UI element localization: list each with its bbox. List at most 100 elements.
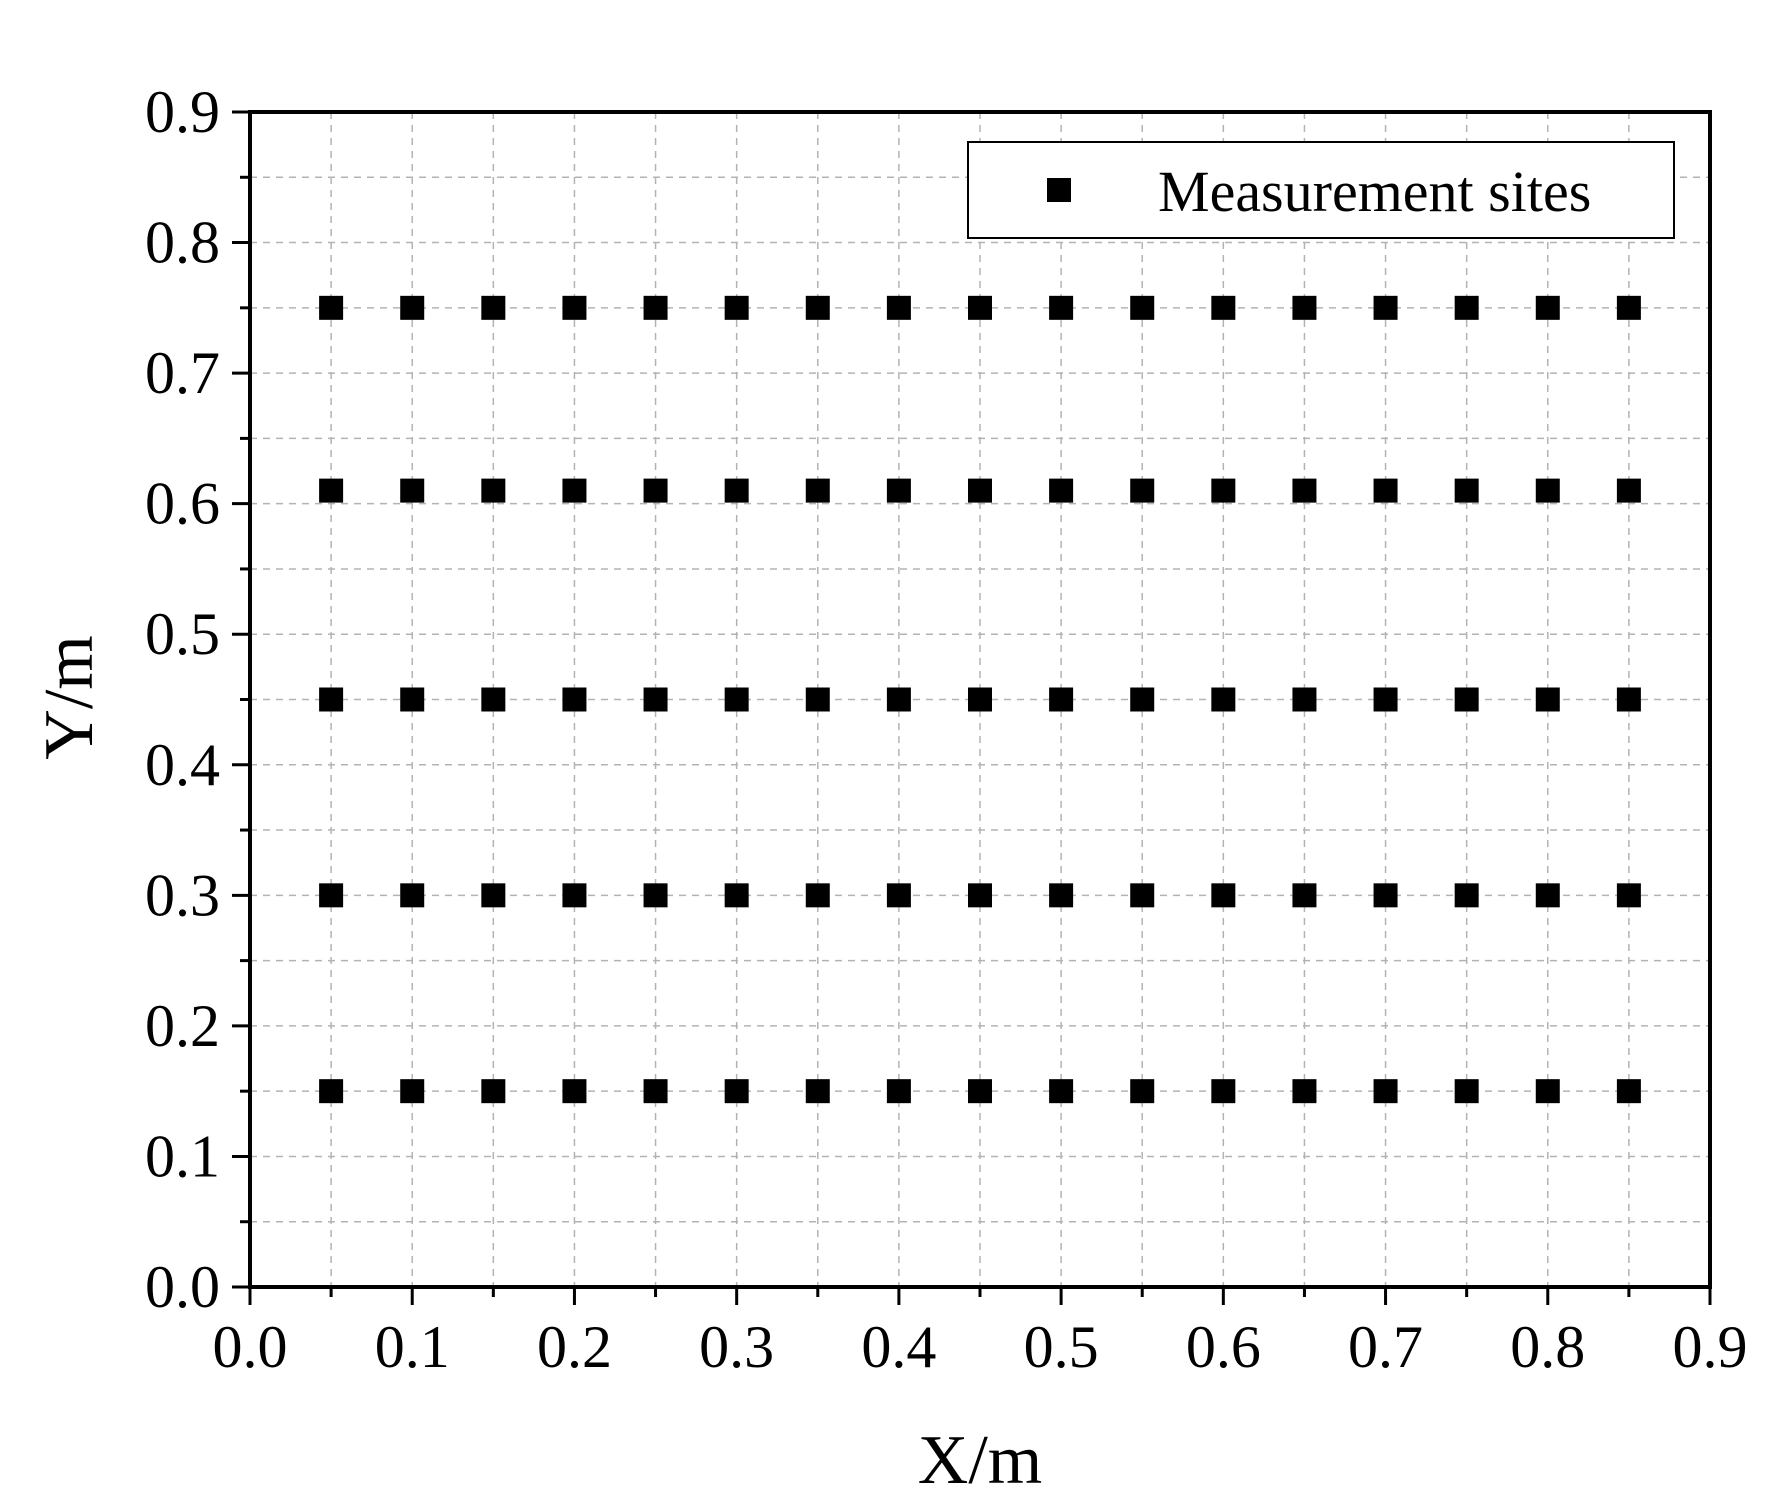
data-point xyxy=(562,883,587,908)
tick-marks xyxy=(232,110,1712,1305)
y-tick-label: 0.5 xyxy=(145,601,220,667)
data-point xyxy=(1616,295,1641,320)
data-point xyxy=(481,295,506,320)
data-point xyxy=(1292,478,1317,503)
data-point xyxy=(400,295,425,320)
data-point xyxy=(643,295,668,320)
legend-label: Measurement sites xyxy=(1158,159,1591,224)
data-point xyxy=(1049,478,1074,503)
y-tick-label: 0.7 xyxy=(145,340,220,406)
data-point xyxy=(319,883,344,908)
data-point xyxy=(481,1079,506,1104)
legend: Measurement sites xyxy=(967,141,1675,239)
data-point xyxy=(1454,1079,1479,1104)
data-point xyxy=(1454,478,1479,503)
data-point xyxy=(1616,478,1641,503)
data-point xyxy=(481,687,506,712)
y-axis-title: Y/m xyxy=(31,635,108,759)
data-point xyxy=(1454,687,1479,712)
legend-marker-square xyxy=(1047,178,1071,202)
data-point xyxy=(724,1079,749,1104)
data-point xyxy=(886,1079,911,1104)
data-point xyxy=(319,295,344,320)
data-point xyxy=(1373,883,1398,908)
data-point xyxy=(1049,883,1074,908)
data-point xyxy=(805,687,830,712)
data-point xyxy=(643,478,668,503)
x-tick-label: 0.9 xyxy=(1673,1314,1748,1380)
data-point xyxy=(1130,478,1155,503)
data-point xyxy=(1130,687,1155,712)
y-tick-label: 0.8 xyxy=(145,210,220,276)
legend-box xyxy=(967,141,1675,239)
data-point xyxy=(1373,687,1398,712)
x-tick-label: 0.5 xyxy=(1024,1314,1099,1380)
data-point xyxy=(1292,1079,1317,1104)
data-point xyxy=(1454,295,1479,320)
y-tick-label: 0.1 xyxy=(145,1123,220,1189)
data-point xyxy=(319,687,344,712)
data-point xyxy=(643,687,668,712)
data-point xyxy=(724,687,749,712)
y-tick-label: 0.9 xyxy=(145,79,220,145)
y-tick-label: 0.3 xyxy=(145,862,220,928)
data-point xyxy=(1211,1079,1236,1104)
data-point xyxy=(968,687,992,712)
data-point xyxy=(481,478,506,503)
data-point xyxy=(1535,295,1560,320)
data-point xyxy=(562,478,587,503)
x-tick-label: 0.4 xyxy=(861,1314,936,1380)
data-point xyxy=(400,478,425,503)
data-point xyxy=(1535,1079,1560,1104)
data-point xyxy=(724,295,749,320)
data-point xyxy=(643,1079,668,1104)
data-point xyxy=(886,295,911,320)
data-point xyxy=(1130,1079,1155,1104)
data-point xyxy=(562,687,587,712)
data-point xyxy=(886,883,911,908)
x-tick-label: 0.3 xyxy=(699,1314,774,1380)
data-point xyxy=(1535,883,1560,908)
data-point xyxy=(1535,687,1560,712)
data-point xyxy=(1373,1079,1398,1104)
x-tick-label: 0.0 xyxy=(213,1314,288,1380)
data-point xyxy=(1616,883,1641,908)
data-point xyxy=(643,883,668,908)
data-point xyxy=(1130,883,1155,908)
data-point xyxy=(1211,478,1236,503)
data-point xyxy=(724,883,749,908)
x-tick-label: 0.7 xyxy=(1348,1314,1423,1380)
data-point xyxy=(805,1079,830,1104)
y-tick-labels: 0.0 0.1 0.2 0.3 0.4 0.5 0.6 0.7 0.8 0.9 xyxy=(145,79,220,1320)
data-point xyxy=(1049,295,1074,320)
data-point xyxy=(805,883,830,908)
x-tick-labels: 0.0 0.1 0.2 0.3 0.4 0.5 0.6 0.7 0.8 0.9 xyxy=(213,1314,1748,1380)
data-point xyxy=(1130,295,1155,320)
data-point xyxy=(562,295,587,320)
data-point xyxy=(1454,883,1479,908)
x-tick-label: 0.8 xyxy=(1510,1314,1585,1380)
y-tick-label: 0.2 xyxy=(145,993,220,1059)
data-point xyxy=(886,687,911,712)
y-tick-label: 0.6 xyxy=(145,471,220,537)
data-points xyxy=(319,295,1641,1104)
x-tick-label: 0.6 xyxy=(1186,1314,1261,1380)
data-point xyxy=(1211,687,1236,712)
data-point xyxy=(481,883,506,908)
data-point xyxy=(724,478,749,503)
x-tick-label: 0.1 xyxy=(375,1314,450,1380)
data-point xyxy=(1292,687,1317,712)
data-point xyxy=(968,295,992,320)
data-point xyxy=(1049,687,1074,712)
y-tick-label: 0.0 xyxy=(145,1254,220,1320)
data-point xyxy=(1535,478,1560,503)
data-point xyxy=(968,478,992,503)
data-point xyxy=(319,1079,344,1104)
data-point xyxy=(1292,295,1317,320)
data-point xyxy=(1373,478,1398,503)
data-point xyxy=(562,1079,587,1104)
y-tick-label: 0.4 xyxy=(145,732,220,798)
data-point xyxy=(400,883,425,908)
x-tick-label: 0.2 xyxy=(537,1314,612,1380)
